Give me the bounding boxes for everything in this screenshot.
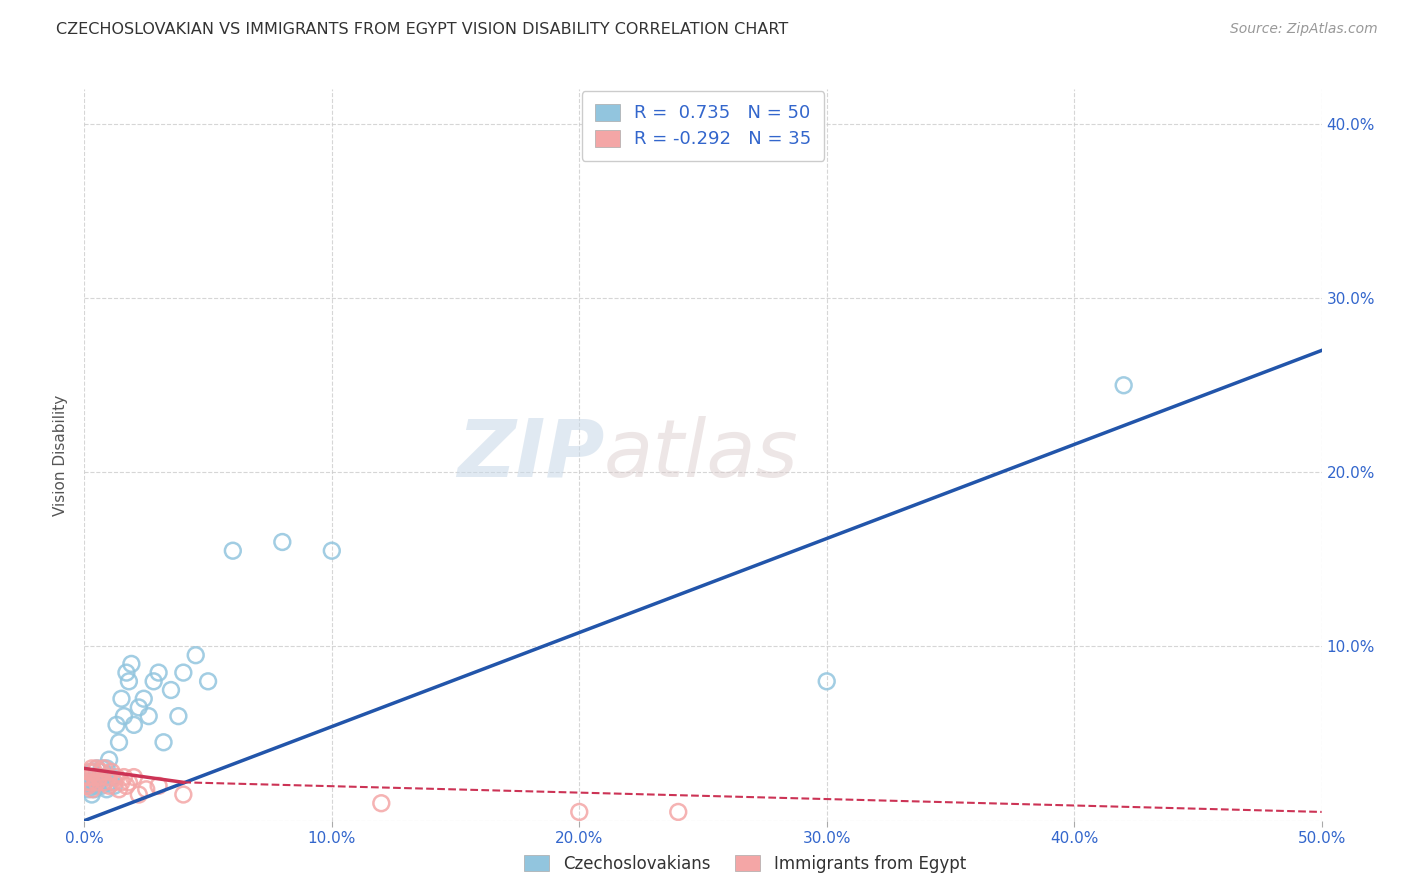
Point xyxy=(103,775,125,789)
Point xyxy=(128,788,150,802)
Point xyxy=(82,779,104,793)
Point xyxy=(222,543,245,558)
Point xyxy=(98,779,121,793)
Point xyxy=(80,788,103,802)
Point xyxy=(86,761,108,775)
Point xyxy=(83,782,105,797)
Point xyxy=(86,775,108,789)
Point xyxy=(108,735,131,749)
Point xyxy=(89,770,111,784)
Point xyxy=(79,779,101,793)
Point xyxy=(105,718,128,732)
Point xyxy=(122,770,145,784)
Point xyxy=(86,761,108,775)
Point xyxy=(79,770,101,784)
Point xyxy=(120,657,142,671)
Point xyxy=(76,770,98,784)
Legend: R =  0.735   N = 50, R = -0.292   N = 35: R = 0.735 N = 50, R = -0.292 N = 35 xyxy=(582,91,824,161)
Point xyxy=(83,764,105,779)
Point xyxy=(79,764,101,779)
Point xyxy=(108,782,131,797)
Point xyxy=(93,775,115,789)
Point xyxy=(118,674,141,689)
Point xyxy=(172,788,194,802)
Point xyxy=(148,779,170,793)
Point xyxy=(118,775,141,789)
Point xyxy=(321,543,343,558)
Point xyxy=(93,775,115,789)
Point xyxy=(90,779,112,793)
Point xyxy=(815,674,838,689)
Point xyxy=(80,764,103,779)
Point xyxy=(77,782,100,797)
Point xyxy=(100,770,122,784)
Point xyxy=(122,718,145,732)
Point xyxy=(152,735,174,749)
Point xyxy=(75,779,97,793)
Point xyxy=(1112,378,1135,392)
Point xyxy=(370,796,392,810)
Point xyxy=(75,779,97,793)
Point xyxy=(96,770,118,784)
Point xyxy=(271,535,294,549)
Point xyxy=(79,775,101,789)
Point xyxy=(132,691,155,706)
Point xyxy=(167,709,190,723)
Point xyxy=(80,761,103,775)
Point xyxy=(184,648,207,663)
Point xyxy=(76,775,98,789)
Point xyxy=(112,709,135,723)
Point xyxy=(96,782,118,797)
Point xyxy=(128,700,150,714)
Point xyxy=(79,775,101,789)
Point xyxy=(84,770,107,784)
Point xyxy=(98,775,121,789)
Text: atlas: atlas xyxy=(605,416,799,494)
Point xyxy=(80,782,103,797)
Text: Source: ZipAtlas.com: Source: ZipAtlas.com xyxy=(1230,22,1378,37)
Y-axis label: Vision Disability: Vision Disability xyxy=(53,394,69,516)
Point xyxy=(93,761,115,775)
Point xyxy=(115,665,138,680)
Point xyxy=(79,770,101,784)
Point xyxy=(103,779,125,793)
Point xyxy=(110,775,132,789)
Point xyxy=(98,753,121,767)
Point xyxy=(76,775,98,789)
Point xyxy=(112,770,135,784)
Text: ZIP: ZIP xyxy=(457,416,605,494)
Point xyxy=(89,770,111,784)
Legend: Czechoslovakians, Immigrants from Egypt: Czechoslovakians, Immigrants from Egypt xyxy=(517,848,973,880)
Point xyxy=(666,805,689,819)
Point xyxy=(105,770,128,784)
Point xyxy=(135,782,157,797)
Text: CZECHOSLOVAKIAN VS IMMIGRANTS FROM EGYPT VISION DISABILITY CORRELATION CHART: CZECHOSLOVAKIAN VS IMMIGRANTS FROM EGYPT… xyxy=(56,22,789,37)
Point xyxy=(148,665,170,680)
Point xyxy=(77,779,100,793)
Point xyxy=(110,691,132,706)
Point xyxy=(86,779,108,793)
Point xyxy=(160,683,183,698)
Point xyxy=(90,764,112,779)
Point xyxy=(89,775,111,789)
Point xyxy=(138,709,160,723)
Point xyxy=(83,770,105,784)
Point xyxy=(83,775,105,789)
Point xyxy=(197,674,219,689)
Point xyxy=(93,770,115,784)
Point xyxy=(100,764,122,779)
Point xyxy=(172,665,194,680)
Point xyxy=(568,805,591,819)
Point xyxy=(96,761,118,775)
Point xyxy=(115,779,138,793)
Point xyxy=(142,674,165,689)
Point xyxy=(90,761,112,775)
